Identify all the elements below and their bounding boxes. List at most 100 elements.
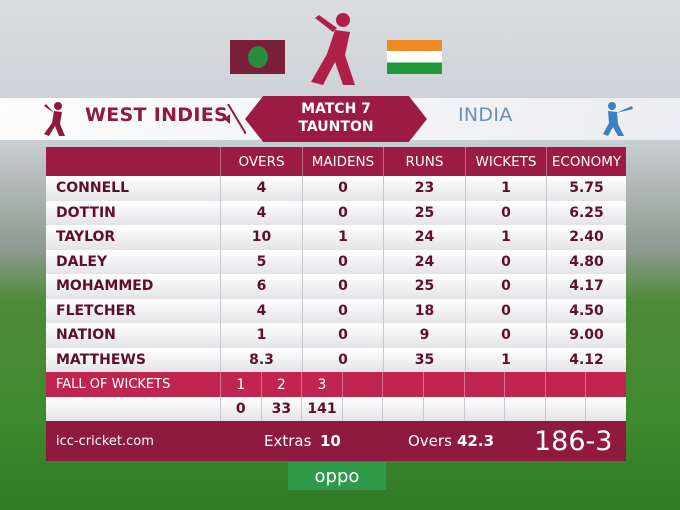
stat-cell: 0 [465, 298, 546, 323]
player-icon-right [603, 102, 633, 136]
stat-cell: 0 [302, 200, 383, 225]
stat-cell: 35 [383, 347, 465, 372]
fow-empty [463, 397, 505, 421]
stat-cell: 0 [302, 323, 383, 348]
bowler-name: DOTTIN [56, 204, 116, 221]
stat-cell: 5.75 [546, 176, 626, 201]
stat-cell: 9 [383, 323, 465, 348]
stat-cell: 4.12 [546, 347, 626, 372]
stat-cell: 0 [465, 249, 546, 274]
extras: 10 [320, 432, 341, 450]
venue: TAUNTON [298, 119, 374, 135]
column-header: WICKETS [465, 147, 546, 176]
arrow-left [224, 104, 246, 134]
fow-wicket: 2 [260, 372, 302, 397]
fow-score-row: 0 33 141 [46, 397, 626, 421]
bowler-name: MATTHEWS [56, 351, 146, 368]
fow-empty [504, 397, 545, 421]
fow-label: FALL OF WICKETS [56, 377, 171, 392]
fow-empty [504, 372, 545, 397]
bowler-name: MOHAMMED [56, 278, 154, 295]
tournament-logo [311, 13, 355, 85]
bowler-name: DALEY [56, 253, 108, 270]
match-number: MATCH 7 [301, 101, 371, 117]
fow-wicket: 1 [220, 372, 261, 397]
stat-cell: 0 [465, 274, 546, 299]
stat-cell: 4.50 [546, 298, 626, 323]
fow-score: 0 [220, 397, 261, 421]
stat-cell: 0 [302, 176, 383, 201]
stat-cell: 24 [383, 225, 465, 250]
stat-cell: 4 [220, 200, 302, 225]
stat-cell: 0 [302, 298, 383, 323]
fow-empty [544, 397, 586, 421]
team-2: INDIA [458, 104, 513, 126]
bowler-row: DOTTIN 4 0 25 0 6.25 [46, 200, 626, 225]
player-icon-left [44, 102, 65, 136]
bowler-row: FLETCHER 4 0 18 0 4.50 [46, 298, 626, 323]
stat-cell: 1 [465, 225, 546, 250]
bowler-row: MATTHEWS 8.3 0 35 1 4.12 [46, 347, 626, 372]
fow-empty [423, 372, 464, 397]
stat-cell: 25 [383, 274, 465, 299]
column-header: OVERS [220, 147, 302, 176]
fow-empty [341, 397, 383, 421]
fow-wicket: 3 [301, 372, 342, 397]
column-header: RUNS [383, 147, 465, 176]
fow-score: 33 [260, 397, 302, 421]
column-header: ECONOMY [546, 147, 626, 176]
stat-cell: 5 [220, 249, 302, 274]
stat-cell: 4 [220, 176, 302, 201]
overs: 42.3 [457, 432, 495, 450]
stat-cell: 18 [383, 298, 465, 323]
bowler-row: TAYLOR 10 1 24 1 2.40 [46, 225, 626, 250]
bowler-name: CONNELL [56, 180, 130, 197]
bowler-row: MOHAMMED 6 0 25 0 4.17 [46, 274, 626, 299]
fow-empty [463, 372, 505, 397]
fow-row: FALL OF WICKETS 1 2 3 [46, 372, 626, 397]
fow-empty [585, 372, 626, 397]
team-1: WEST INDIES [85, 104, 228, 126]
fow-empty [341, 372, 383, 397]
stat-cell: 0 [302, 347, 383, 372]
stat-cell: 1 [465, 347, 546, 372]
stat-cell: 2.40 [546, 225, 626, 250]
bowler-name: TAYLOR [56, 229, 116, 246]
stat-cell: 6.25 [546, 200, 626, 225]
fow-empty [544, 372, 586, 397]
fow-empty [382, 397, 423, 421]
bowler-row: NATION 1 0 9 0 9.00 [46, 323, 626, 348]
overs-label: Overs [408, 432, 452, 450]
stat-cell: 10 [220, 225, 302, 250]
stat-cell: 23 [383, 176, 465, 201]
column-header: MAIDENS [302, 147, 383, 176]
bowler-name: NATION [56, 327, 116, 344]
bowler-name: FLETCHER [56, 302, 136, 319]
site: icc-cricket.com [56, 433, 154, 449]
stat-cell: 1 [220, 323, 302, 348]
stat-cell: 8.3 [220, 347, 302, 372]
stat-cell: 24 [383, 249, 465, 274]
fow-empty [382, 372, 423, 397]
stat-cell: 25 [383, 200, 465, 225]
stat-cell: 1 [465, 176, 546, 201]
stat-cell: 0 [302, 249, 383, 274]
stat-cell: 0 [465, 200, 546, 225]
stat-cell: 4 [220, 298, 302, 323]
stat-cell: 4.17 [546, 274, 626, 299]
extras-label: Extras [264, 432, 312, 450]
stat-cell: 6 [220, 274, 302, 299]
stat-cell: 9.00 [546, 323, 626, 348]
stat-cell: 1 [302, 225, 383, 250]
sponsor-board: oppo [288, 462, 386, 490]
west-indies-flag [230, 40, 285, 74]
score: 186-3 [534, 425, 613, 457]
india-flag [387, 40, 442, 74]
footer-row: icc-cricket.com Extras 10 Overs 42.3 186-3 [46, 421, 626, 461]
stat-cell: 0 [302, 274, 383, 299]
stat-cell: 4.80 [546, 249, 626, 274]
bowler-row: CONNELL 4 0 23 1 5.75 [46, 176, 626, 201]
header-row: OVERS MAIDENS RUNS WICKETS ECONOMY [46, 147, 626, 176]
match-badge [245, 96, 427, 142]
